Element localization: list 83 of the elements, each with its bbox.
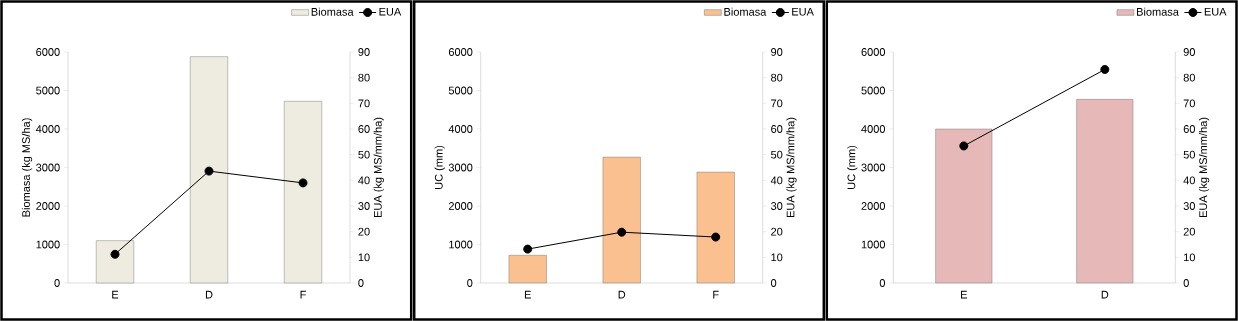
- y2-tick-label: 90: [1183, 48, 1195, 56]
- y-tick-label: 1000: [449, 240, 473, 249]
- y-tick-label: 2000: [448, 202, 473, 210]
- y2-tick-label: 90: [771, 48, 783, 56]
- bar: [696, 171, 735, 284]
- y-tick-label: 3000: [448, 163, 473, 172]
- y2-tick-label: 0: [1183, 279, 1189, 287]
- x-tick-label: F: [300, 290, 306, 299]
- y2-tick-label: 0: [771, 279, 777, 287]
- bar: [602, 156, 641, 284]
- y-tick-label: 0: [467, 279, 473, 287]
- y-tick-label: 2000: [861, 202, 886, 210]
- y2-tick-label: 60: [1183, 125, 1195, 133]
- x-tick-label: E: [524, 290, 531, 299]
- y2-tick-label: 50: [358, 150, 370, 159]
- y2-tick-label: 30: [1183, 202, 1195, 210]
- point: [110, 249, 120, 259]
- y-tick-label: 3000: [861, 163, 886, 172]
- y2-tick-label: 90: [358, 48, 370, 56]
- y2-axis-title: EUA (kg MS/mm/ha): [373, 117, 384, 218]
- bar: [508, 255, 547, 284]
- y-tick-label: 5000: [448, 86, 473, 95]
- legend-label: EUA: [379, 7, 402, 16]
- x-tick-label: F: [713, 290, 719, 299]
- point: [204, 166, 214, 176]
- y2-tick-label: 10: [1184, 253, 1195, 262]
- y-tick-label: 6000: [36, 48, 60, 56]
- legend-label: EUA: [1204, 7, 1227, 16]
- y2-tick-label: 60: [358, 125, 370, 133]
- y2-tick-label: 60: [771, 125, 783, 133]
- y-tick-label: 6000: [861, 48, 886, 56]
- y2-tick-label: 70: [771, 99, 783, 108]
- y2-tick-label: 50: [1183, 150, 1195, 159]
- y2-tick-label: 10: [771, 253, 783, 262]
- y-tick-label: 1000: [861, 240, 886, 249]
- point: [711, 232, 721, 242]
- x-tick-label: E: [961, 290, 968, 299]
- y-axis-title: UC (mm): [847, 145, 858, 189]
- x-tick-label: D: [205, 290, 213, 299]
- y2-tick-label: 40: [770, 176, 783, 185]
- y2-tick-label: 70: [1183, 99, 1195, 108]
- y-tick-label: 4000: [861, 125, 886, 133]
- y2-tick-label: 0: [358, 279, 364, 287]
- y-tick-label: 4000: [448, 125, 473, 133]
- y-tick-label: 2000: [36, 202, 60, 210]
- y2-tick-label: 10: [358, 253, 370, 262]
- y2-tick-label: 30: [771, 202, 783, 210]
- point: [523, 244, 533, 254]
- y-tick-label: 4000: [35, 125, 60, 133]
- y-tick-label: 1000: [36, 240, 60, 249]
- y2-axis-title: EUA (kg MS/mm/ha): [1198, 117, 1210, 218]
- y-tick-label: 0: [54, 279, 60, 287]
- y2-tick-label: 80: [771, 73, 783, 82]
- y2-tick-label: 40: [1183, 176, 1195, 185]
- y2-tick-label: 70: [358, 99, 370, 108]
- x-tick-label: D: [618, 290, 626, 299]
- y2-tick-label: 30: [358, 202, 370, 210]
- point: [617, 227, 627, 237]
- y2-tick-label: 50: [771, 150, 783, 159]
- y-tick-label: 0: [879, 279, 886, 287]
- y-axis-title: Biomasa (kg MS/ha): [21, 118, 33, 217]
- y-tick-label: 3000: [36, 163, 60, 172]
- legend-label: Biomasa: [311, 7, 354, 16]
- y2-tick-label: 20: [771, 227, 783, 236]
- x-tick-label: D: [1101, 290, 1109, 299]
- y-tick-label: 5000: [36, 86, 60, 95]
- legend-label: Biomasa: [1137, 7, 1179, 16]
- bar: [284, 101, 323, 284]
- y-tick-label: 6000: [448, 48, 473, 56]
- y-tick-label: 5000: [861, 86, 886, 95]
- point: [298, 178, 308, 188]
- legend-label: EUA: [792, 7, 814, 16]
- y2-tick-label: 20: [358, 227, 370, 236]
- y-axis-title: UC (mm): [434, 145, 445, 189]
- y2-tick-label: 40: [358, 176, 370, 185]
- bar: [96, 240, 135, 284]
- legend-label: Biomasa: [724, 7, 767, 16]
- y2-tick-label: 80: [358, 73, 370, 82]
- y2-tick-label: 80: [1183, 73, 1195, 82]
- y2-axis-title: EUA (kg MS/mm/ha): [786, 117, 797, 218]
- y2-tick-label: 20: [1183, 227, 1195, 236]
- x-tick-label: E: [112, 290, 119, 299]
- bar: [190, 56, 229, 284]
